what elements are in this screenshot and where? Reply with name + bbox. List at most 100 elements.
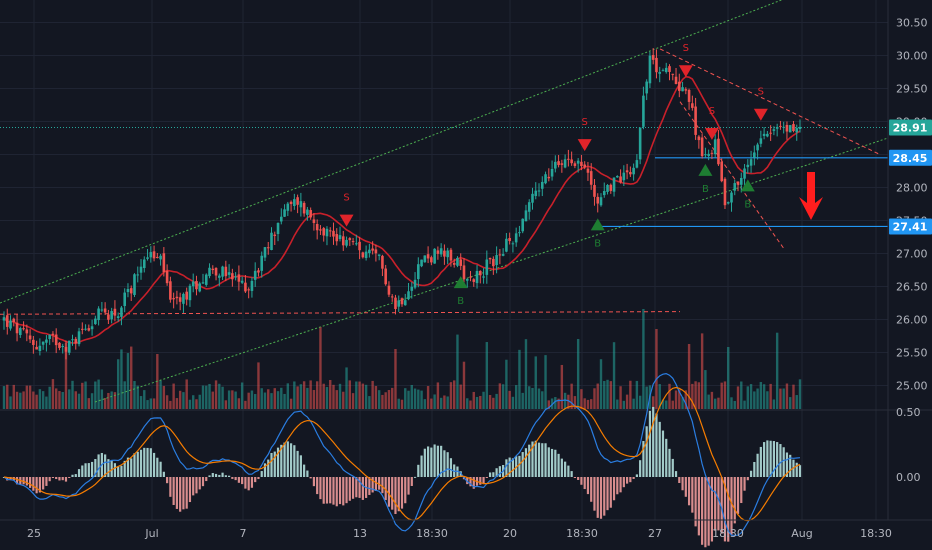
candle (133, 273, 136, 298)
signal-sell: S (704, 106, 719, 140)
volume-bar (240, 382, 244, 409)
candle (302, 201, 306, 217)
candle (736, 181, 740, 192)
price-tick-label: 28.00 (896, 182, 928, 195)
candle-body (188, 285, 192, 301)
price-tick-label: 27.00 (896, 248, 928, 261)
volume-bar (302, 381, 306, 409)
candle (110, 307, 113, 324)
candle (645, 79, 648, 101)
candle-body (449, 249, 453, 261)
macd-histogram-bar (723, 477, 727, 542)
macd-histogram-bar (508, 457, 511, 477)
macd-histogram-bar (162, 471, 165, 477)
candle (377, 254, 381, 261)
candle-body (410, 286, 414, 291)
candle-body (172, 298, 175, 300)
candle (488, 257, 492, 264)
volume-bar (250, 390, 254, 409)
candle (730, 190, 733, 212)
volume-bar (518, 349, 521, 409)
volume-bar (188, 399, 192, 409)
volume-bar (381, 394, 384, 409)
volume-bar (769, 383, 772, 409)
volume-bar (413, 388, 417, 409)
candle-body (478, 270, 482, 276)
volume-bar (159, 380, 162, 409)
candle (779, 120, 782, 130)
candle (247, 287, 250, 299)
candle (674, 67, 678, 85)
macd-histogram-bar (749, 470, 753, 477)
volume-bar (299, 384, 303, 409)
time-tick-label: 27 (648, 527, 662, 540)
candle-body (762, 133, 766, 136)
candle (165, 264, 169, 286)
candle-body (113, 308, 117, 316)
volume-bar (443, 395, 446, 409)
candle-body (583, 164, 586, 168)
volume-bar (596, 383, 599, 409)
candle (260, 251, 264, 278)
volume-bar (593, 388, 596, 409)
volume-bar (319, 326, 322, 409)
macd-histogram-bar (221, 472, 224, 477)
candle (756, 142, 759, 160)
candle (632, 163, 635, 181)
candle-body (319, 229, 322, 231)
candle-body (710, 152, 714, 154)
signal-label: B (594, 238, 601, 249)
candle (485, 250, 489, 284)
candle-body (495, 255, 498, 266)
volume-bar (554, 397, 557, 409)
macd-histogram-bar (518, 455, 521, 477)
volume-bar (498, 383, 502, 409)
macd-histogram-bar (81, 465, 84, 477)
candle-body (38, 345, 42, 351)
candle-body (224, 266, 228, 277)
candle (544, 171, 547, 185)
candle-body (511, 243, 515, 245)
candle-body (452, 262, 456, 265)
macd-histogram-bar (146, 447, 149, 477)
volume-bar (668, 383, 671, 409)
candle-body (142, 259, 146, 269)
candle-body (35, 346, 38, 350)
volume-bar (342, 391, 345, 409)
candle-body (446, 250, 449, 258)
candle-body (270, 232, 273, 251)
candle (195, 275, 198, 296)
candle (524, 204, 528, 222)
candle (100, 301, 104, 313)
volume-bar (603, 380, 606, 409)
candle-body (423, 255, 427, 263)
candle-body (560, 163, 564, 165)
candle-body (322, 228, 326, 236)
candle-body (645, 81, 648, 94)
candle (231, 268, 234, 287)
volume-bar (54, 388, 58, 409)
volume-bar (524, 339, 528, 409)
volume-bar (452, 380, 456, 409)
volume-bar (32, 391, 35, 409)
candle (785, 121, 789, 140)
candle (328, 227, 332, 237)
candle-body (58, 342, 61, 348)
candle-body (573, 163, 577, 166)
candle (557, 154, 560, 168)
volume-bar (521, 392, 524, 409)
candle (335, 228, 339, 246)
candle (668, 64, 671, 81)
candle-body (756, 144, 759, 151)
candle-body (798, 126, 802, 129)
price-tick-label: 30.50 (896, 17, 928, 30)
candle-body (456, 257, 459, 266)
macd-histogram-bar (289, 443, 293, 477)
volume-bar (759, 382, 763, 409)
volume-bar (64, 342, 68, 409)
candle-body (218, 275, 221, 278)
candle-body (638, 127, 642, 160)
volume-bar (87, 398, 91, 409)
volume-bar (25, 385, 29, 409)
